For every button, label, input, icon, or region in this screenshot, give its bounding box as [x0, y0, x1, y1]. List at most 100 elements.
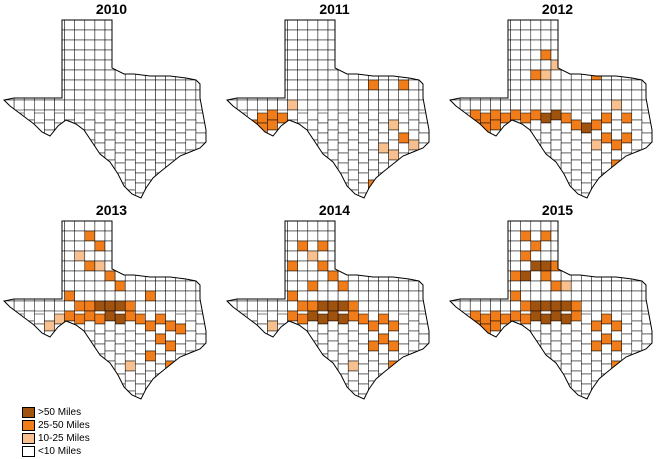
- county: [480, 221, 491, 232]
- county: [418, 383, 429, 395]
- map-panel-2014: 2014: [223, 202, 446, 403]
- county: [104, 20, 116, 31]
- county: [450, 320, 461, 332]
- county: [327, 310, 339, 322]
- county: [175, 69, 187, 81]
- county: [267, 310, 278, 322]
- county: [641, 152, 652, 164]
- county: [236, 260, 248, 272]
- county: [388, 119, 399, 131]
- county: [185, 240, 197, 252]
- county: [490, 39, 501, 51]
- county: [135, 172, 146, 184]
- county: [74, 182, 86, 194]
- county: [44, 221, 55, 232]
- county: [398, 39, 410, 51]
- county: [327, 221, 339, 232]
- county: [358, 290, 369, 302]
- county: [317, 20, 329, 31]
- county: [195, 152, 206, 164]
- county: [388, 79, 399, 91]
- county: [317, 192, 329, 198]
- county: [570, 129, 582, 141]
- county: [510, 89, 521, 101]
- county: [570, 300, 582, 312]
- county: [327, 119, 339, 131]
- county: [469, 270, 481, 282]
- county: [145, 221, 156, 232]
- county: [591, 49, 602, 61]
- county: [388, 270, 399, 282]
- county: [337, 353, 349, 365]
- county: [124, 300, 136, 312]
- county: [641, 182, 652, 194]
- county: [388, 380, 399, 392]
- county: [114, 221, 126, 232]
- county: [185, 280, 197, 292]
- county: [621, 79, 633, 91]
- county: [530, 139, 542, 151]
- county: [408, 380, 420, 392]
- county: [591, 370, 602, 382]
- county: [185, 330, 197, 342]
- county: [459, 152, 471, 164]
- county: [297, 162, 309, 174]
- county: [337, 270, 349, 282]
- county: [510, 49, 521, 61]
- county: [368, 390, 379, 399]
- county: [641, 162, 652, 174]
- county: [94, 323, 106, 335]
- county: [337, 313, 349, 325]
- county: [135, 323, 146, 335]
- county: [540, 99, 552, 111]
- county: [591, 189, 602, 198]
- county: [611, 149, 622, 161]
- texas-border: [2, 220, 207, 400]
- county: [175, 240, 187, 252]
- county: [510, 39, 521, 51]
- county: [327, 129, 339, 141]
- county: [450, 139, 461, 151]
- county: [459, 142, 471, 154]
- county: [104, 39, 116, 51]
- county: [84, 380, 96, 392]
- county: [469, 99, 481, 111]
- county: [591, 320, 602, 332]
- county: [450, 20, 461, 31]
- county: [601, 230, 612, 242]
- county: [267, 230, 278, 242]
- county: [378, 29, 389, 41]
- county: [621, 333, 633, 345]
- county: [145, 310, 156, 322]
- county: [408, 119, 420, 131]
- county: [469, 69, 481, 81]
- county: [500, 260, 511, 272]
- county: [145, 390, 156, 399]
- county: [287, 169, 298, 181]
- county: [185, 380, 197, 392]
- county: [601, 132, 612, 144]
- county: [114, 323, 126, 335]
- county: [124, 99, 136, 111]
- county: [135, 59, 146, 71]
- county: [459, 300, 471, 312]
- county: [469, 20, 481, 31]
- county: [145, 89, 156, 101]
- county-grid: [227, 221, 429, 399]
- county: [510, 340, 521, 352]
- county: [570, 250, 582, 262]
- county: [44, 250, 55, 262]
- county: [388, 350, 399, 362]
- county: [388, 59, 399, 71]
- county: [368, 79, 379, 91]
- county: [327, 390, 339, 399]
- county: [227, 139, 238, 151]
- county: [530, 119, 542, 131]
- county: [287, 20, 298, 31]
- county: [23, 39, 35, 51]
- county: [175, 29, 187, 41]
- county: [185, 260, 197, 272]
- county: [4, 360, 15, 372]
- county: [236, 132, 248, 144]
- county: [398, 20, 410, 31]
